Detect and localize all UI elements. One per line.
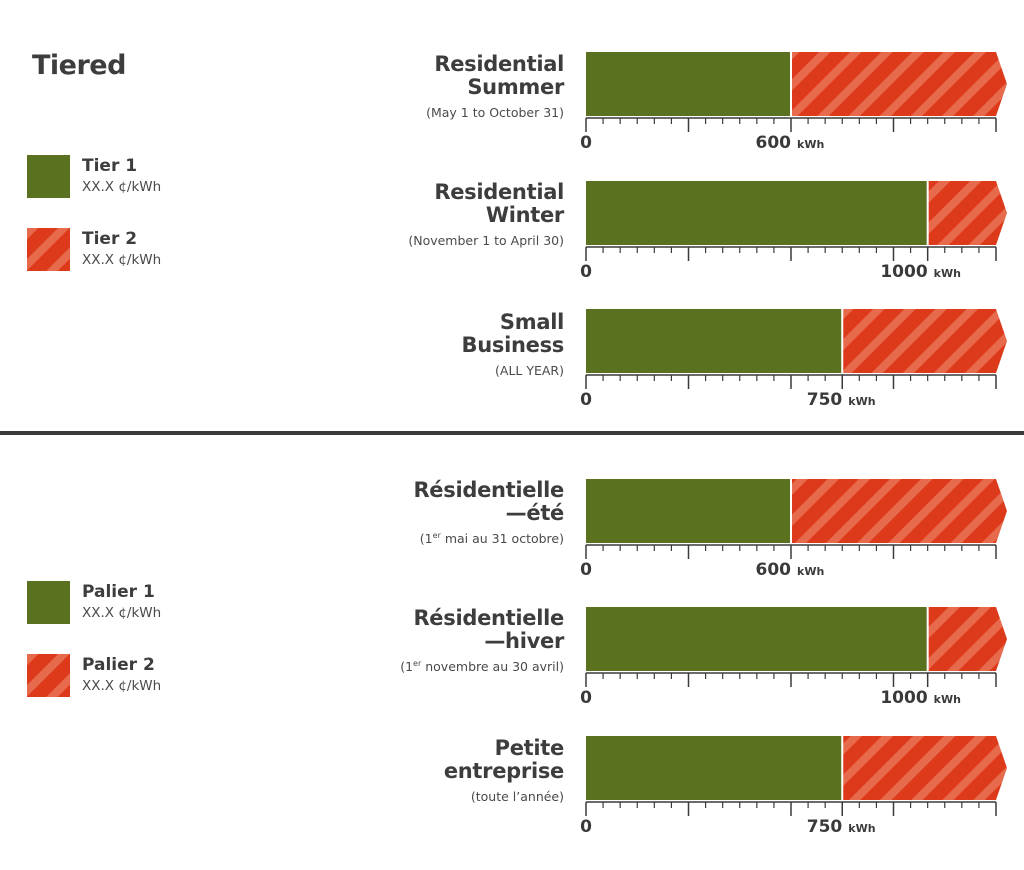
- legend-label: Palier 2: [82, 655, 155, 675]
- tier-1-bar: [586, 736, 843, 800]
- tick-label-threshold: 1000: [880, 688, 927, 708]
- row-title-line-2: —hiver: [484, 629, 564, 653]
- row-subtitle: (ALL YEAR): [495, 363, 564, 378]
- row-subtitle: (1er mai au 31 octobre): [419, 531, 564, 547]
- tick-label-threshold: 600: [756, 560, 792, 580]
- tick-label-start: 0: [580, 262, 592, 282]
- legend-rate: XX.X ¢/kWh: [82, 678, 162, 694]
- row-title-line-1: Small: [499, 310, 564, 334]
- tier-1-bar: [586, 181, 928, 245]
- tier-2-swatch: [27, 228, 70, 271]
- row-title-line-1: Petite: [494, 736, 565, 760]
- tick-label-start: 0: [580, 560, 592, 580]
- row-title-line-2: entreprise: [443, 759, 564, 783]
- row-title-line-1: Residential: [434, 180, 564, 204]
- tier-2-bar: [791, 479, 1007, 543]
- row-subtitle: (November 1 to April 30): [408, 233, 564, 248]
- palier-1-swatch: [27, 581, 70, 624]
- row-subtitle: (1er novembre au 30 avril): [400, 659, 564, 675]
- row-label-small-business: Small Business (ALL YEAR): [330, 310, 565, 379]
- tick-label-threshold: 1000: [880, 262, 927, 282]
- tick-label-unit: kWh: [848, 822, 875, 835]
- section-divider: [0, 431, 1024, 435]
- tier-2-bar: [842, 736, 1007, 800]
- row-label-petite-entreprise: Petite entreprise (toute l’année): [330, 736, 565, 805]
- row-label-residential-winter: Residential Winter (November 1 to April …: [330, 180, 564, 249]
- legend-item-tier-1: Tier 1 XX.X ¢/kWh: [27, 155, 257, 201]
- tick-label-start: 0: [580, 133, 592, 153]
- row-title-line-1: Residential: [434, 52, 564, 76]
- tick-label-start: 0: [580, 688, 592, 708]
- legend-label: Tier 2: [82, 229, 138, 249]
- row-label-residentielle-hiver: Résidentielle —hiver (1er novembre au 30…: [330, 606, 564, 675]
- row-title-line-2: —été: [505, 501, 565, 525]
- tick-label-threshold: 600: [756, 133, 792, 153]
- tier-2-bar: [927, 181, 1007, 245]
- tick-label-unit: kWh: [934, 267, 961, 280]
- legend-rate: XX.X ¢/kWh: [82, 252, 162, 268]
- legend-item-palier-1: Palier 1 XX.X ¢/kWh: [27, 581, 257, 627]
- row-label-residential-summer: Residential Summer (May 1 to October 31): [330, 52, 564, 121]
- tier-1-bar: [586, 309, 843, 373]
- page-title: Tiered: [32, 50, 126, 81]
- row-label-residentielle-ete: Résidentielle —été (1er mai au 31 octobr…: [330, 478, 565, 547]
- tier-2-bar: [842, 309, 1007, 373]
- tier-2-bar: [791, 52, 1007, 116]
- legend-rate: XX.X ¢/kWh: [82, 179, 162, 195]
- tick-label-unit: kWh: [797, 565, 824, 578]
- tick-label-threshold: 750: [807, 390, 843, 410]
- row-title-line-2: Winter: [485, 203, 564, 227]
- legend-item-palier-2: Palier 2 XX.X ¢/kWh: [27, 654, 257, 700]
- tier-1-bar: [586, 607, 928, 671]
- legend-label: Palier 1: [82, 582, 155, 602]
- row-subtitle: (toute l’année): [470, 789, 564, 804]
- tick-label-threshold: 750: [807, 817, 843, 837]
- palier-2-swatch: [27, 654, 70, 697]
- row-title-line-1: Résidentielle: [413, 478, 564, 502]
- tick-label-start: 0: [580, 390, 592, 410]
- row-title-line-1: Résidentielle: [413, 606, 564, 630]
- row-title-line-2: Summer: [467, 75, 564, 99]
- tick-label-unit: kWh: [797, 138, 824, 151]
- tick-label-start: 0: [580, 817, 592, 837]
- legend-rate: XX.X ¢/kWh: [82, 605, 162, 621]
- tier-2-bar: [927, 607, 1007, 671]
- tier-1-bar: [586, 52, 791, 116]
- legend-label: Tier 1: [82, 156, 138, 176]
- tick-label-unit: kWh: [934, 693, 961, 706]
- row-title-line-2: Business: [461, 333, 565, 357]
- tier-1-bar: [586, 479, 791, 543]
- tier-1-swatch: [27, 155, 70, 198]
- row-subtitle: (May 1 to October 31): [426, 105, 564, 120]
- legend-item-tier-2: Tier 2 XX.X ¢/kWh: [27, 228, 257, 274]
- tick-label-unit: kWh: [848, 395, 875, 408]
